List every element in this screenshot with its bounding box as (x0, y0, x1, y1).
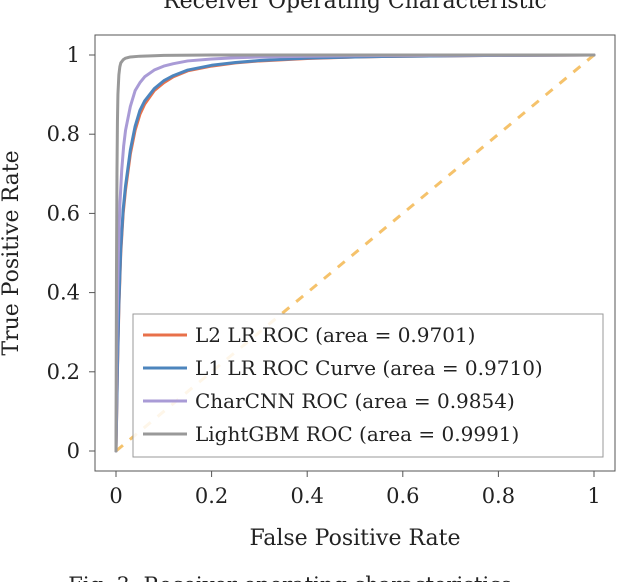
legend-label: LightGBM ROC (area = 0.9991) (195, 422, 519, 446)
series-line-charcnn (114, 53, 596, 453)
x-tick-label: 0 (109, 484, 122, 508)
legend: L2 LR ROC (area = 0.9701) L1 LR ROC Curve… (132, 313, 604, 458)
y-axis-label: True Positive Rate (0, 150, 24, 355)
x-tick-label: 1 (587, 484, 600, 508)
x-tick-label: 0.6 (386, 484, 419, 508)
x-tick-label: 0.2 (195, 484, 228, 508)
y-tick-label: 0.4 (47, 281, 80, 305)
x-tick-label: 0.8 (482, 484, 515, 508)
x-tick-label: 0.4 (290, 484, 323, 508)
y-tick-label: 1 (67, 43, 80, 67)
legend-label: L2 LR ROC (area = 0.9701) (195, 323, 475, 347)
series-line-lightgbm (114, 53, 596, 453)
figure-caption: Fig. 3: Receiver operating characteristi… (68, 573, 511, 582)
y-tick-label: 0.8 (47, 122, 80, 146)
legend-items: L2 LR ROC (area = 0.9701) L1 LR ROC Curve… (143, 323, 543, 446)
axis-ticks: 0 0.2 0.4 0.6 0.8 1 0 0.2 0.4 0.6 0.8 1 (47, 43, 601, 508)
y-tick-label: 0 (67, 439, 80, 463)
legend-label: CharCNN ROC (area = 0.9854) (195, 389, 515, 413)
series-layer (114, 53, 596, 453)
plot-frame (94, 34, 616, 472)
y-tick-label: 0.6 (47, 201, 80, 225)
x-axis-label: False Positive Rate (249, 526, 460, 551)
legend-box (132, 313, 604, 458)
chart-title: Receiver Operating Characteristic (163, 0, 547, 14)
legend-label: L1 LR ROC Curve (area = 0.9710) (195, 356, 543, 380)
y-tick-label: 0.2 (47, 360, 80, 384)
series-line-l1 (114, 53, 596, 453)
chance-line (115, 53, 595, 453)
